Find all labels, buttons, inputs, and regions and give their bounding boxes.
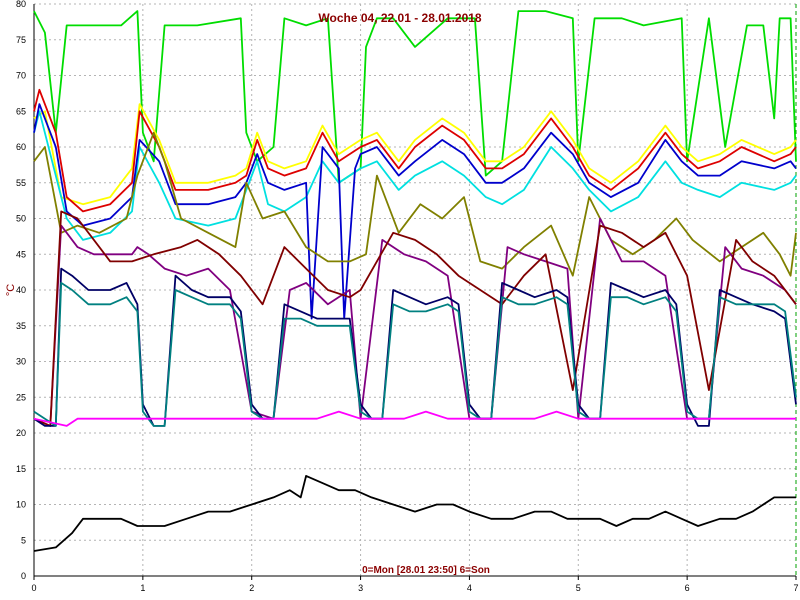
series-line-12: [33, 475, 796, 552]
x-tick-label: 6: [685, 583, 690, 593]
x-tick-label: 4: [467, 583, 472, 593]
x-tick-label: 3: [358, 583, 363, 593]
y-tick-label: 50: [16, 214, 26, 224]
y-tick-label: 15: [16, 464, 26, 474]
series-line-4: [33, 110, 797, 241]
y-axis-label: °C: [5, 284, 17, 296]
series-line-1: [33, 10, 797, 184]
series-line-5: [33, 103, 797, 320]
y-tick-label: 35: [16, 321, 26, 331]
y-tick-label: 30: [16, 357, 26, 367]
y-tick-label: 70: [16, 71, 26, 81]
y-tick-label: 10: [16, 500, 26, 510]
axes: [33, 4, 797, 580]
y-tick-label: 60: [16, 142, 26, 152]
x-tick-label: 5: [576, 583, 581, 593]
series-line-6: [33, 131, 797, 277]
y-tick-label: 5: [21, 535, 26, 545]
y-tick-label: 65: [16, 106, 26, 116]
y-tick-label: 25: [16, 392, 26, 402]
grid: [34, 3, 797, 576]
series-line-8: [33, 210, 797, 427]
series-line-9: [33, 267, 797, 427]
x-tick-label: 2: [249, 583, 254, 593]
series-group: [33, 10, 797, 552]
series-line-11: [33, 410, 796, 427]
y-tick-label: 45: [16, 249, 26, 259]
chart-title: Woche 04, 22.01 - 28.01.2018: [318, 11, 482, 25]
y-tick-label: 20: [16, 428, 26, 438]
y-tick-label: 75: [16, 35, 26, 45]
series-line-3: [33, 88, 797, 213]
y-tick-label: 0: [21, 571, 26, 581]
y-tick-label: 40: [16, 285, 26, 295]
x-axis-info: 0=Mon [28.01 23:50] 6=Son: [362, 565, 490, 576]
series-line-2: [33, 103, 797, 206]
y-tick-label: 80: [16, 0, 26, 9]
y-tick-label: 55: [16, 178, 26, 188]
series-line-7: [33, 217, 797, 427]
x-tick-label: 1: [140, 583, 145, 593]
x-tick-label: 0: [31, 583, 36, 593]
x-tick-label: 7: [793, 583, 798, 593]
